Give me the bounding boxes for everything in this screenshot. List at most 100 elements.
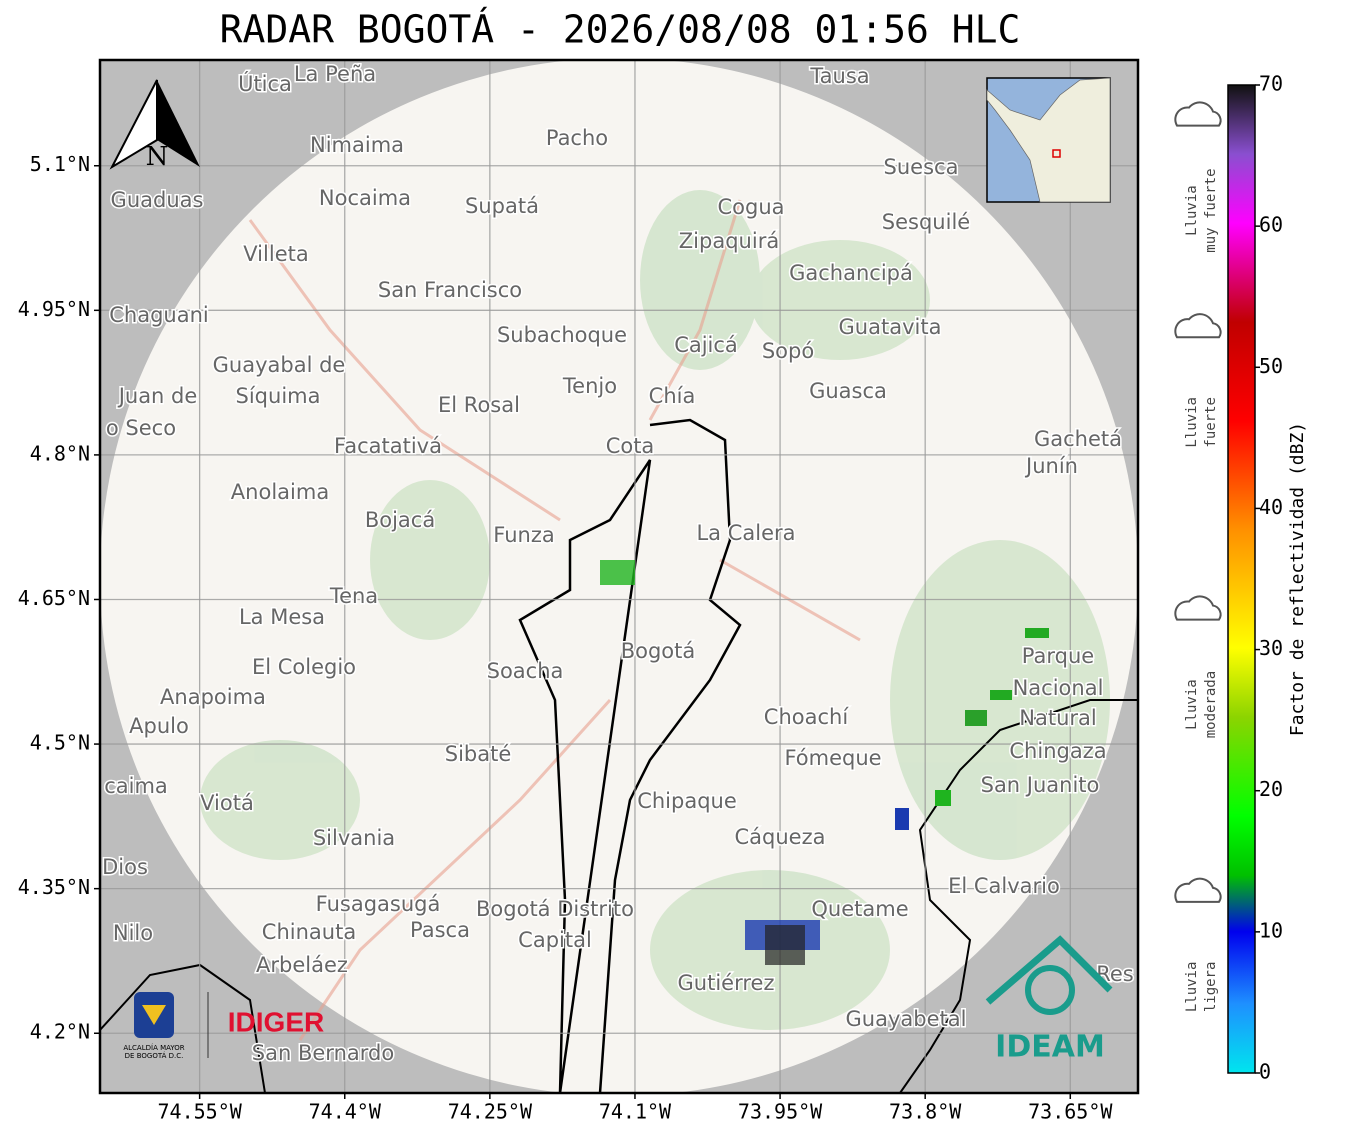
- rain-category-label: Lluvia: [1184, 397, 1200, 448]
- place-label: Soacha: [487, 659, 564, 683]
- place-label: Gachetá: [1034, 427, 1122, 451]
- bogota-boundary: [518, 418, 742, 1093]
- x-tick-label: 73.65°W: [1028, 1100, 1113, 1124]
- place-label: Suesca: [884, 155, 959, 179]
- place-label: Gutiérrez: [678, 971, 775, 995]
- place-label: Villeta: [243, 242, 308, 266]
- place-label: Nacional: [1013, 676, 1104, 700]
- x-tick-label: 74.25°W: [448, 1100, 533, 1124]
- inset-map: [986, 77, 1111, 203]
- place-label: Chinauta: [262, 920, 356, 944]
- place-label: Sopó: [762, 339, 814, 363]
- y-tick-label: 5.1°N: [30, 152, 90, 176]
- place-label: Choachí: [764, 705, 850, 729]
- place-label: Sesquilé: [882, 210, 970, 234]
- place-label: La Mesa: [239, 605, 325, 629]
- place-label: Cajicá: [674, 333, 738, 357]
- place-label: Tena: [329, 584, 378, 608]
- place-label: San Bernardo: [252, 1041, 394, 1065]
- y-tick-label: 4.95°N: [18, 297, 90, 321]
- north-arrow: N: [109, 79, 200, 172]
- place-label: Guatavita: [839, 315, 942, 339]
- place-label: Silvania: [313, 826, 395, 850]
- colorbar-tick-label: 40: [1259, 495, 1283, 519]
- place-label: El Colegio: [252, 655, 356, 679]
- ideam-text: IDEAM: [995, 1030, 1105, 1065]
- place-label: Dios: [102, 855, 148, 879]
- place-label: Síquima: [236, 384, 321, 408]
- rain-category-label: ligera: [1203, 962, 1219, 1013]
- rain-category-label: moderada: [1203, 671, 1219, 738]
- x-tick-label: 74.4°W: [309, 1100, 382, 1124]
- colorbar-tick-label: 0: [1259, 1060, 1271, 1084]
- place-label: El Rosal: [438, 393, 520, 417]
- title: RADAR BOGOTÁ - 2026/08/08 01:56 HLC: [220, 8, 1021, 52]
- place-label: Facatativá: [334, 434, 442, 458]
- place-label: El Calvario: [948, 874, 1060, 898]
- alcaldia-text: DE BOGOTÁ D.C.: [125, 1051, 184, 1060]
- radar-echoes: [600, 560, 1049, 965]
- y-tick-label: 4.35°N: [18, 875, 90, 899]
- place-label: Parque: [1022, 644, 1094, 668]
- place-label: Cota: [606, 434, 655, 458]
- map-frame: [98, 58, 1140, 1095]
- place-label: Junín: [1024, 454, 1078, 478]
- place-label: Sibaté: [445, 742, 512, 766]
- colorbar-tick-label: 10: [1259, 918, 1283, 942]
- place-label: Arbeláez: [256, 953, 348, 977]
- place-label: Fómeque: [784, 746, 881, 770]
- place-label: Funza: [493, 523, 554, 547]
- place-label: Capital: [518, 928, 592, 952]
- rain-category-label: muy fuerte: [1203, 168, 1219, 252]
- place-label: San Francisco: [378, 278, 522, 302]
- rain-category: Lluvia ligera: [1174, 877, 1222, 1013]
- place-label: Chingaza: [1009, 739, 1106, 763]
- place-label: o Seco: [106, 416, 176, 440]
- place-label: San Juanito: [981, 773, 1100, 797]
- y-tick-label: 4.5°N: [30, 731, 90, 755]
- place-label: Chía: [649, 384, 696, 408]
- colorbar-label: Factor de reflectividad (dBZ): [1287, 422, 1308, 736]
- x-tick-label: 74.55°W: [157, 1100, 242, 1124]
- y-tick-label: 4.65°N: [18, 586, 90, 610]
- cloud-icon: [1174, 101, 1222, 127]
- colorbar-tick-label: 20: [1259, 777, 1283, 801]
- place-label: Cáqueza: [735, 825, 826, 849]
- place-label: Pasca: [410, 918, 470, 942]
- place-label: Gachancipá: [789, 261, 913, 285]
- place-label: Nimaima: [310, 133, 404, 157]
- place-label: Guaduas: [111, 188, 204, 212]
- colorbar-tick-label: 70: [1259, 72, 1283, 96]
- idiger-logo: IDIGER: [228, 1006, 324, 1037]
- alcaldia-text: ALCALDÍA MAYOR: [123, 1043, 184, 1052]
- rain-category-label: Lluvia: [1184, 679, 1200, 730]
- colorbar: [1227, 84, 1256, 1074]
- place-label: Viotá: [200, 791, 254, 815]
- place-label: Apulo: [129, 714, 189, 738]
- place-label: Guayabal de: [213, 353, 346, 377]
- x-tick-label: 74.1°W: [599, 1100, 672, 1124]
- place-label: Fusagasugá: [316, 892, 441, 916]
- colorbar-tick-label: 30: [1259, 636, 1283, 660]
- cloud-icon: [1174, 595, 1222, 621]
- place-label: Chipaque: [637, 789, 737, 813]
- place-label: Quetame: [811, 897, 908, 921]
- rain-category-label: Lluvia: [1184, 185, 1200, 236]
- place-label: Anolaima: [231, 480, 329, 504]
- place-label: Natural: [1019, 706, 1096, 730]
- colorbar-tick-label: 50: [1259, 354, 1283, 378]
- place-label: Guasca: [809, 379, 887, 403]
- place-label: Bogotá Distrito: [476, 897, 634, 921]
- place-label: Cogua: [717, 195, 784, 219]
- cloud-icon: [1174, 313, 1222, 339]
- north-label: N: [146, 142, 169, 172]
- alcaldia-logo: ALCALDÍA MAYOR DE BOGOTÁ D.C.: [123, 992, 209, 1060]
- place-label: Guayabetal: [846, 1007, 967, 1031]
- rain-category: Lluvia moderada: [1174, 595, 1222, 738]
- place-label: La Calera: [696, 521, 795, 545]
- cloud-icon: [1174, 877, 1222, 903]
- place-label: caima: [104, 774, 168, 798]
- rain-category-label: Lluvia: [1184, 962, 1200, 1013]
- place-label: Chaguani: [109, 303, 209, 327]
